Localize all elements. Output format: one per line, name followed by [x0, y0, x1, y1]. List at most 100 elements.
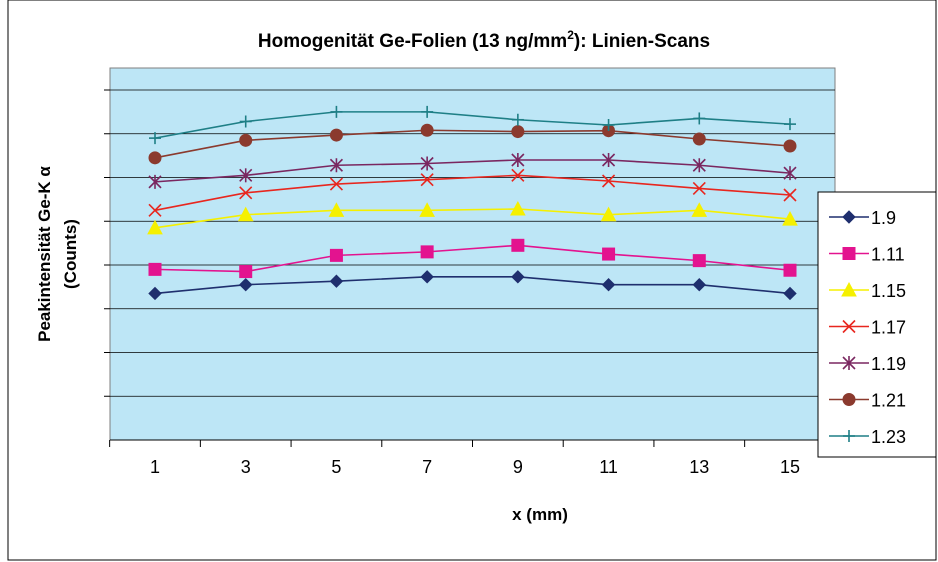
legend-item: 1.19 — [829, 354, 906, 374]
data-point-stroke — [511, 168, 525, 182]
chart-title-superscript: 2 — [567, 28, 574, 42]
data-point — [511, 168, 525, 182]
chart-title: Homogenität Ge-Folien (13 ng/mm2): Linie… — [258, 28, 710, 52]
data-point — [237, 206, 254, 222]
data-point — [420, 123, 434, 137]
legend-label: 1.11 — [871, 245, 905, 265]
data-point — [420, 245, 434, 259]
x-tick-label: 7 — [422, 457, 432, 477]
data-point — [330, 105, 343, 118]
data-point — [783, 139, 797, 153]
data-point — [149, 132, 161, 145]
legend-label: 1.17 — [871, 318, 906, 338]
data-point — [783, 263, 797, 277]
data-point — [239, 265, 253, 279]
y-axis-label-line1: Peakintensität Ge-K α — [35, 166, 54, 342]
x-axis-label: x (mm) — [512, 505, 568, 524]
data-point — [842, 319, 856, 334]
series-1-21 — [148, 123, 797, 165]
data-point — [148, 286, 162, 301]
series-line — [154, 111, 791, 139]
data-point — [420, 270, 434, 284]
data-point — [692, 254, 706, 268]
data-point — [328, 202, 345, 217]
data-point — [842, 210, 856, 224]
data-point — [329, 248, 343, 262]
data-point — [419, 202, 435, 217]
data-point — [148, 203, 162, 217]
data-point — [148, 262, 162, 276]
series-1-15 — [147, 200, 798, 235]
data-point — [783, 286, 797, 301]
x-tick-label: 15 — [780, 457, 800, 477]
x-tick-label: 5 — [331, 457, 341, 477]
data-point — [602, 174, 616, 188]
series-line — [154, 244, 791, 273]
series-1-11 — [148, 238, 797, 279]
data-point — [783, 166, 797, 181]
data-point-stroke — [148, 203, 162, 217]
chart-title-main: Homogenität Ge-Folien (13 ng/mm — [258, 31, 567, 52]
data-point — [239, 186, 253, 200]
data-point — [692, 277, 706, 292]
legend-label: 1.15 — [871, 281, 906, 301]
data-point — [843, 430, 855, 442]
data-point — [329, 177, 343, 191]
series-line — [154, 129, 791, 159]
data-point — [239, 277, 253, 292]
legend-box — [817, 191, 937, 458]
data-point — [841, 281, 857, 297]
data-point-stroke — [329, 177, 343, 191]
series-line — [154, 276, 791, 295]
legend-item: 1.21 — [829, 391, 906, 411]
data-point — [148, 151, 162, 165]
data-point — [511, 270, 525, 284]
series-line — [154, 208, 791, 229]
legend-item: 1.17 — [829, 318, 906, 338]
data-point — [842, 356, 856, 370]
data-point — [691, 202, 708, 217]
data-point — [147, 219, 163, 235]
data-point — [329, 128, 343, 142]
data-point — [510, 200, 526, 216]
x-tick-label: 11 — [599, 457, 618, 477]
plot-area — [109, 67, 836, 441]
x-tick-label: 3 — [241, 457, 251, 477]
data-point — [693, 112, 706, 125]
data-point — [842, 393, 856, 406]
legend-label: 1.9 — [871, 208, 896, 228]
data-series — [147, 105, 798, 301]
legend-item: 1.23 — [829, 427, 906, 447]
x-tick-label: 1 — [150, 457, 160, 477]
data-point — [148, 174, 162, 189]
data-point — [784, 118, 796, 131]
data-point — [421, 105, 434, 118]
legend-label: 1.21 — [871, 391, 906, 411]
legend-label: 1.19 — [871, 354, 906, 374]
data-point — [602, 247, 616, 261]
data-point — [602, 119, 615, 131]
data-point-stroke — [420, 173, 434, 187]
x-tick-label: 13 — [689, 457, 709, 477]
data-point-stroke — [783, 188, 797, 202]
data-point — [511, 113, 524, 126]
data-point — [239, 115, 252, 128]
series-1-9 — [148, 270, 797, 301]
data-point — [783, 188, 797, 202]
data-point — [239, 133, 253, 147]
legend-item: 1.15 — [829, 281, 906, 301]
data-point — [511, 125, 525, 139]
data-point — [692, 158, 706, 173]
chart-title-tail: ): Linien-Scans — [574, 31, 710, 52]
data-point — [420, 173, 434, 187]
data-point — [782, 211, 798, 226]
data-point-stroke — [692, 181, 706, 196]
series-1-23 — [149, 105, 796, 145]
data-point — [511, 153, 525, 167]
data-point — [420, 156, 434, 171]
legend: 1.9 1.11 1.15 1.17 1.19 1.21 1.23 — [817, 191, 937, 458]
data-point — [692, 132, 706, 146]
legend-item: 1.11 — [829, 245, 905, 265]
